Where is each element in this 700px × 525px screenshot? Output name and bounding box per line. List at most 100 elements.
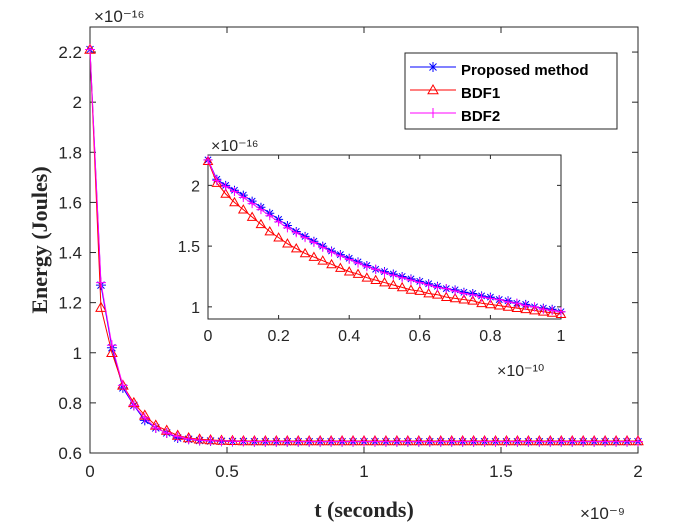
main-point-bdf2 (205, 435, 216, 446)
inset-point-bdf2 (380, 268, 389, 278)
inset-point-bdf2 (212, 176, 222, 186)
x-axis-exponent: ×10⁻⁹ (580, 504, 625, 523)
inset-series-group (202, 155, 567, 319)
inset-point-bdf1 (299, 247, 311, 258)
main-point-bdf2 (227, 436, 238, 447)
inset-point-bdf1 (352, 268, 364, 278)
inset-point-bdf2 (344, 254, 354, 264)
inset-point-bdf1 (546, 307, 558, 317)
legend-marker-proposed-method (428, 62, 438, 72)
inset-point-bdf2 (221, 182, 231, 192)
inset-point-bdf2 (256, 205, 266, 215)
inset-point-bdf1 (529, 304, 540, 315)
inset-point-bdf1 (361, 272, 373, 282)
main-point-bdf2 (85, 44, 95, 55)
main-point-bdf2 (304, 436, 315, 447)
main-point-bdf2 (424, 436, 435, 447)
main-x-tick-label: 0.5 (215, 462, 239, 481)
inset-point-bdf2 (371, 264, 381, 274)
inset-point-bdf2 (327, 247, 337, 257)
inset-point-bdf1 (246, 211, 258, 221)
inset-point-bdf2 (415, 278, 425, 288)
inset-y-tick-label: 1 (191, 300, 200, 317)
main-point-bdf2 (457, 436, 468, 447)
main-point-bdf2 (326, 436, 337, 447)
inset-point-bdf1 (555, 308, 567, 319)
main-point-bdf2 (622, 436, 633, 447)
main-point-bdf2 (468, 436, 479, 447)
main-point-bdf2 (95, 277, 106, 288)
main-point-bdf2 (238, 436, 249, 447)
main-point-bdf2 (337, 436, 348, 447)
inset-point-bdf2 (485, 293, 495, 303)
inset-point-bdf1 (335, 262, 346, 272)
main-point-bdf2 (194, 435, 205, 446)
legend-marker-bdf1 (427, 83, 439, 95)
inset-point-bdf1 (414, 285, 426, 295)
inset-point-bdf1 (379, 277, 390, 287)
inset-point-bdf1 (343, 266, 355, 276)
inset-plot-area (207, 154, 562, 320)
inset-point-bdf2 (503, 297, 513, 307)
inset-point-bdf1 (317, 255, 329, 265)
main-point-bdf2 (567, 436, 578, 447)
inset-point-bdf1 (537, 306, 549, 316)
inset-point-bdf1 (370, 274, 382, 285)
inset-point-bdf2 (424, 280, 434, 290)
inset-point-bdf2 (238, 193, 248, 203)
main-point-bdf2 (545, 436, 556, 447)
main-point-bdf2 (128, 400, 139, 411)
main-point-bdf2 (446, 436, 457, 447)
inset-point-bdf1 (467, 295, 479, 305)
inset-x-tick-label: 0 (204, 328, 213, 345)
main-point-bdf2 (589, 436, 600, 447)
inset-x-tick-label: 0.2 (267, 328, 289, 345)
inset-point-bdf2 (538, 304, 548, 314)
main-y-tick-label: 1.4 (58, 244, 82, 263)
main-point-bdf2 (369, 436, 380, 447)
main-point-bdf2 (633, 436, 643, 447)
main-point-bdf2 (479, 436, 490, 447)
main-point-bdf2 (216, 435, 227, 446)
inset-point-bdf2 (335, 251, 345, 261)
legend-box (404, 52, 618, 130)
main-y-tick-label: 1 (73, 344, 82, 363)
inset-point-bdf2 (450, 286, 460, 296)
main-point-bdf2 (348, 436, 359, 447)
inset-point-bdf1 (405, 284, 417, 294)
inset-x-tick-label: 0.6 (409, 328, 431, 345)
main-point-bdf2 (600, 436, 611, 447)
inset-point-bdf2 (229, 186, 239, 196)
inset-point-bdf1 (264, 226, 276, 236)
main-point-bdf2 (106, 340, 117, 351)
inset-x-tick-label: 0.4 (338, 328, 360, 345)
main-x-tick-label: 2 (633, 462, 642, 481)
main-point-bdf2 (611, 436, 622, 447)
main-point-bdf2 (293, 436, 304, 447)
main-series-group (84, 43, 644, 447)
inset-point-bdf1 (229, 196, 240, 207)
inset-point-bdf2 (388, 270, 398, 280)
inset-point-bdf1 (493, 300, 505, 310)
main-point-bdf2 (534, 436, 545, 447)
legend-label-bdf2: BDF2 (461, 108, 500, 125)
inset-point-bdf2 (353, 258, 363, 268)
inset-point-bdf1 (282, 238, 293, 248)
legend-samples (410, 62, 456, 118)
inset-point-bdf2 (521, 301, 531, 311)
main-point-bdf2 (391, 436, 402, 447)
legend: Proposed method BDF1 BDF2 (404, 52, 618, 130)
main-x-tick-label: 1 (359, 462, 368, 481)
inset-point-bdf1 (255, 218, 267, 229)
inset-point-bdf1 (458, 294, 470, 304)
inset-point-bdf1 (273, 232, 284, 242)
inset-point-bdf2 (512, 298, 522, 308)
main-point-bdf2 (523, 436, 534, 447)
main-point-bdf2 (139, 412, 150, 423)
inset-y-tick-label: 1.5 (178, 239, 200, 256)
main-point-bdf1 (106, 346, 118, 358)
main-y-tick-label: 2 (73, 93, 82, 112)
inset-point-bdf2 (265, 211, 275, 221)
y-axis-exponent: ×10⁻¹⁶ (94, 7, 144, 26)
inset-point-bdf2 (494, 295, 504, 305)
